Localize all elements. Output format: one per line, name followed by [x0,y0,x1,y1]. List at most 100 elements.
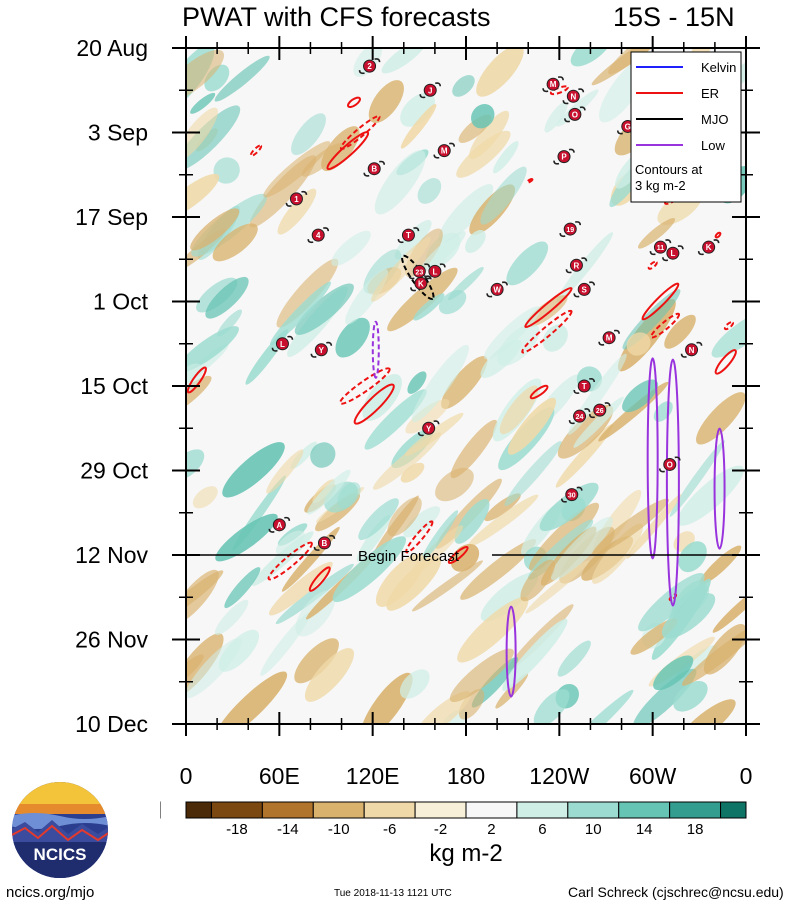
er-contour [339,367,391,405]
low-contour [371,320,380,379]
y-tick-label: 3 Sep [88,120,148,146]
pwat-blob [421,510,459,561]
er-contour [723,321,734,331]
y-tick-label: 12 Nov [75,542,148,568]
pwat-blob [362,374,402,421]
colorbar-box [567,801,620,819]
storm-symbol [685,343,699,357]
er-contour [447,545,469,565]
storm-label: O [667,460,673,469]
pwat-blob [407,371,427,394]
pwat-blob [335,317,370,358]
colorbar-tick-label: -14 [277,821,299,838]
storm-tail [559,221,582,238]
storm-marker: J [419,82,442,99]
storm-marker: T [573,378,596,394]
pwat-blob [557,640,591,677]
pwat-blob [497,323,540,366]
pwat-blob [294,638,339,684]
storm-marker: 2 [358,58,381,75]
footer-timestamp: Tue 2018-11-13 1121 UTC [334,888,452,899]
storm-symbol [414,276,428,290]
pwat-blob [394,219,432,260]
storm-symbol [317,536,331,550]
pwat-anomaly-field [186,48,746,724]
colorbar-tick-label: -2 [434,821,447,838]
pwat-blob [493,141,519,174]
er-contour [308,566,331,592]
colorbar-box [414,801,467,819]
storm-symbol [272,518,286,532]
er-contour [650,312,681,339]
pwat-blob [368,80,404,123]
storm-tail [658,456,681,473]
pwat-blob [476,48,524,97]
pwat-blob [411,560,484,612]
x-tick-label: 60W [629,763,677,789]
storm-symbol [437,144,451,158]
storm-label: N [689,346,695,355]
pwat-blob [192,486,218,509]
pwat-blob [215,513,278,562]
pwat-blob [672,580,707,618]
storm-marker: A [268,516,291,533]
pwat-blob [637,218,676,249]
pwat-blob [276,258,339,328]
pwat-blob [360,672,413,724]
low-contour [665,358,680,607]
x-axis: 0 60E 120E 180 120W 60W 0 [180,36,752,789]
pwat-blob [186,105,241,171]
er-contour [647,260,658,270]
storm-symbol [577,282,591,296]
pwat-blob [332,536,407,603]
pwat-blob [525,560,590,614]
colorbar-mask [746,801,809,819]
pwat-blob [454,499,490,544]
storm-label: K [706,243,712,252]
pwat-blob [673,680,708,712]
colorbar-box [210,801,263,819]
low-contour [713,427,726,550]
colorbar-box [618,801,671,819]
storm-marker: 24 [568,408,591,425]
storm-label: W [493,285,501,294]
colorbar-tick-label: 2 [487,821,495,838]
pwat-blob [441,356,488,409]
storm-label: 4 [316,231,321,240]
storm-label: K [418,279,424,288]
storm-tail [419,82,442,99]
pwat-blob [592,498,670,556]
pwat-blob [678,699,736,724]
storm-tail [560,486,583,503]
pwat-blob [633,668,697,724]
pwat-blob [435,467,474,502]
storm-tail [573,281,596,298]
storm-symbol [568,107,582,121]
storm-tail [307,227,330,244]
storm-marker: R [565,257,588,274]
storm-label: 11 [657,245,665,252]
storm-marker: N [680,341,703,358]
er-contour [524,287,573,329]
y-tick-label: 15 Oct [80,373,148,399]
pwat-blob [405,228,443,278]
legend-box [630,51,742,203]
er-contour [267,541,313,581]
storm-label: B [371,165,377,174]
colorbar-box [363,801,416,819]
pwat-blob [677,465,744,526]
pwat-blob [525,295,568,328]
pwat-blob [539,482,599,532]
pwat-blob [669,440,725,517]
legend-note: 3 kg m-2 [635,178,686,193]
er-contour [326,131,370,171]
colorbar-frame [185,801,747,819]
pwat-blob [415,691,471,724]
pwat-blob [266,449,304,494]
storm-symbol [653,240,667,254]
legend-label: MJO [701,112,728,127]
pwat-blob [678,541,707,573]
storm-symbol [275,337,289,351]
pwat-blob [573,396,624,448]
storm-symbol [577,379,591,393]
